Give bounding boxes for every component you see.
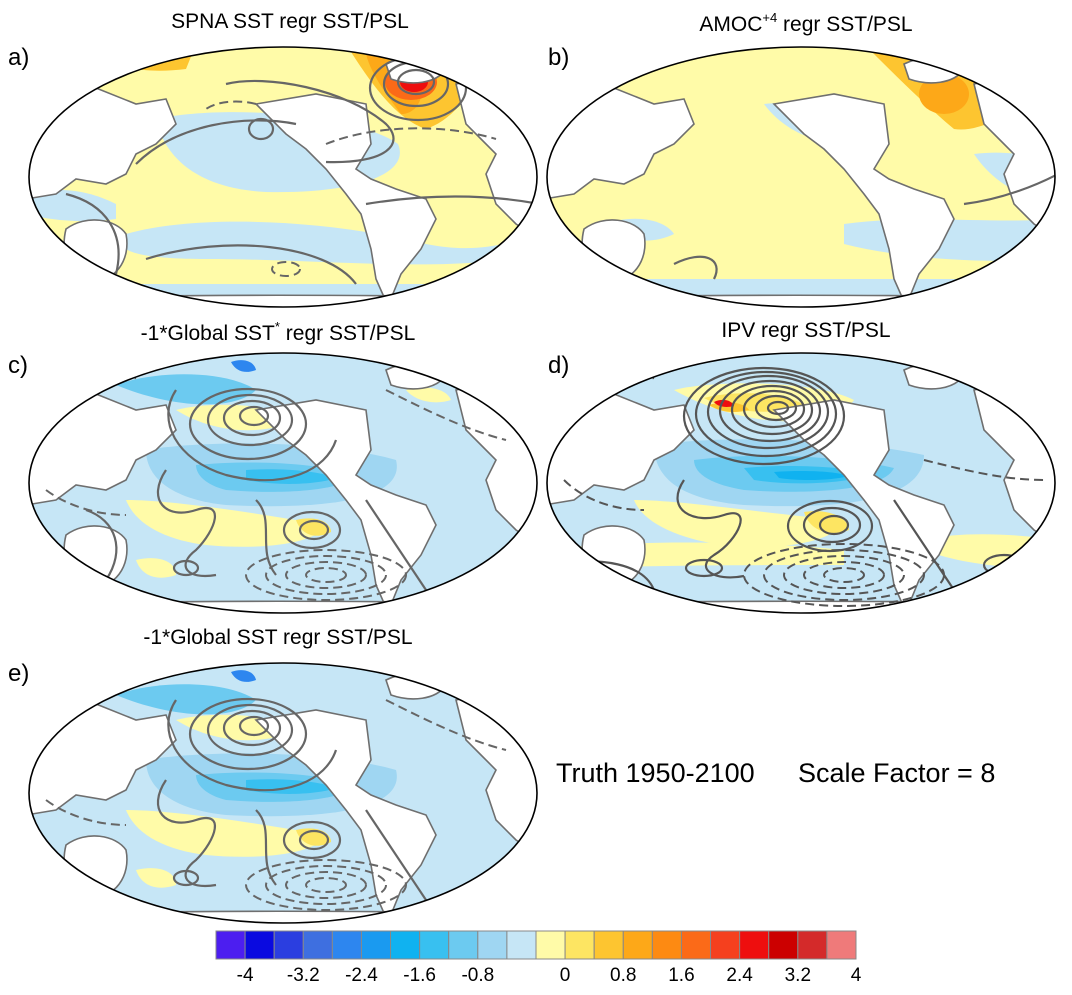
map-panel-c	[28, 352, 538, 614]
colorbar-swatch	[448, 930, 479, 960]
colorbar-swatch	[506, 930, 537, 960]
colorbar-tick-label: -3.2	[287, 965, 320, 986]
map-panel-b	[546, 46, 1056, 308]
psl-contours	[156, 697, 427, 901]
psl-contours	[547, 366, 1026, 591]
colorbar-swatch	[419, 930, 450, 960]
psl-contours	[673, 173, 1055, 280]
panel-c-label: c)	[8, 352, 28, 379]
negative-anomaly-region	[126, 221, 537, 265]
warm-anomaly-region	[136, 868, 176, 888]
psl-contours	[65, 54, 537, 285]
colorbar-tick-label: -4	[237, 965, 254, 986]
colorbar-swatch	[768, 930, 799, 960]
map-panel-d	[546, 352, 1056, 614]
colorbar-swatch	[826, 930, 857, 960]
colorbar-swatch	[331, 930, 362, 960]
scale-text: Scale Factor = 8	[798, 758, 996, 788]
land-asia	[29, 389, 177, 506]
panel-b-label: b)	[548, 44, 570, 71]
cool-anomaly-region	[116, 374, 256, 405]
colorbar-swatch	[710, 930, 741, 960]
psl-negative-contours	[45, 699, 507, 911]
panel-b-title: AMOC+4 regr SST/PSL	[699, 10, 913, 36]
warm-anomaly-region	[406, 387, 451, 403]
colorbar-tick-label: 0.8	[610, 965, 636, 986]
negative-anomaly-region	[29, 189, 116, 222]
map-border	[28, 46, 538, 308]
strong-cool-region	[231, 670, 256, 682]
colorbar-swatch	[564, 930, 595, 960]
map-border	[546, 352, 1056, 614]
map-border	[28, 352, 538, 614]
panel-a-label: a)	[8, 44, 30, 71]
land-americas	[772, 93, 955, 307]
psl-negative-contours	[205, 100, 497, 277]
colorbar-tick-label: 3.2	[785, 965, 811, 986]
colorbar-swatch	[477, 930, 508, 960]
map-panel-e	[28, 662, 538, 924]
colorbar-tick-label: 4	[851, 965, 862, 986]
colorbar-tick-label: 2.4	[726, 965, 753, 986]
land-asia	[29, 699, 177, 816]
land-asia	[547, 83, 695, 200]
period-text: Truth 1950-2100	[556, 758, 755, 788]
psl-contours	[85, 387, 427, 591]
map-border	[28, 662, 538, 924]
cool-anomaly-region	[116, 684, 256, 715]
cool-anomaly-region	[774, 471, 849, 481]
colorbar-swatch	[739, 930, 770, 960]
colorbar-swatch	[302, 930, 333, 960]
map-border	[546, 46, 1056, 308]
warm-anomaly-region	[86, 47, 196, 71]
colorbar-tick-label: 0	[560, 965, 571, 986]
map-panel-a	[28, 46, 538, 308]
land-americas	[254, 93, 437, 307]
colorbar-swatch	[360, 930, 392, 960]
land-asia	[547, 389, 695, 506]
warm-anomaly-region	[136, 558, 176, 578]
colorbar-swatch	[535, 930, 566, 960]
colorbar-tick-label: -2.4	[345, 965, 378, 986]
colorbar-swatch	[273, 930, 304, 960]
colorbar-swatch	[390, 930, 421, 960]
panel-e-title: -1*Global SST regr SST/PSL	[143, 626, 413, 649]
colorbar-swatch	[651, 930, 682, 960]
land-americas	[772, 399, 955, 613]
warm-anomaly-core	[919, 74, 969, 114]
colorbar-tick-label: -1.6	[403, 965, 436, 986]
colorbar-swatch	[215, 930, 246, 960]
panel-e-label: e)	[8, 660, 30, 687]
strong-cool-region	[231, 360, 256, 372]
panel-a-title: SPNA SST regr SST/PSL	[171, 10, 409, 33]
colorbar-swatch	[622, 930, 653, 960]
colorbar-swatch	[680, 930, 712, 960]
colorbar-tick-label: 1.6	[668, 965, 694, 986]
land-asia	[29, 83, 177, 200]
panel-d-title: IPV regr SST/PSL	[721, 319, 891, 342]
colorbar-swatch	[797, 930, 828, 960]
colorbar-swatch	[593, 930, 624, 960]
scale-annotation: Scale Factor = 8	[798, 758, 995, 789]
warm-core	[714, 399, 734, 407]
colorbar-tick-label: -0.8	[461, 965, 494, 986]
period-annotation: Truth 1950-2100	[556, 758, 755, 789]
panel-c-title: -1*Global SST* regr SST/PSL	[140, 319, 416, 345]
colorbar-swatch	[244, 930, 275, 960]
panel-d-label: d)	[548, 352, 570, 379]
